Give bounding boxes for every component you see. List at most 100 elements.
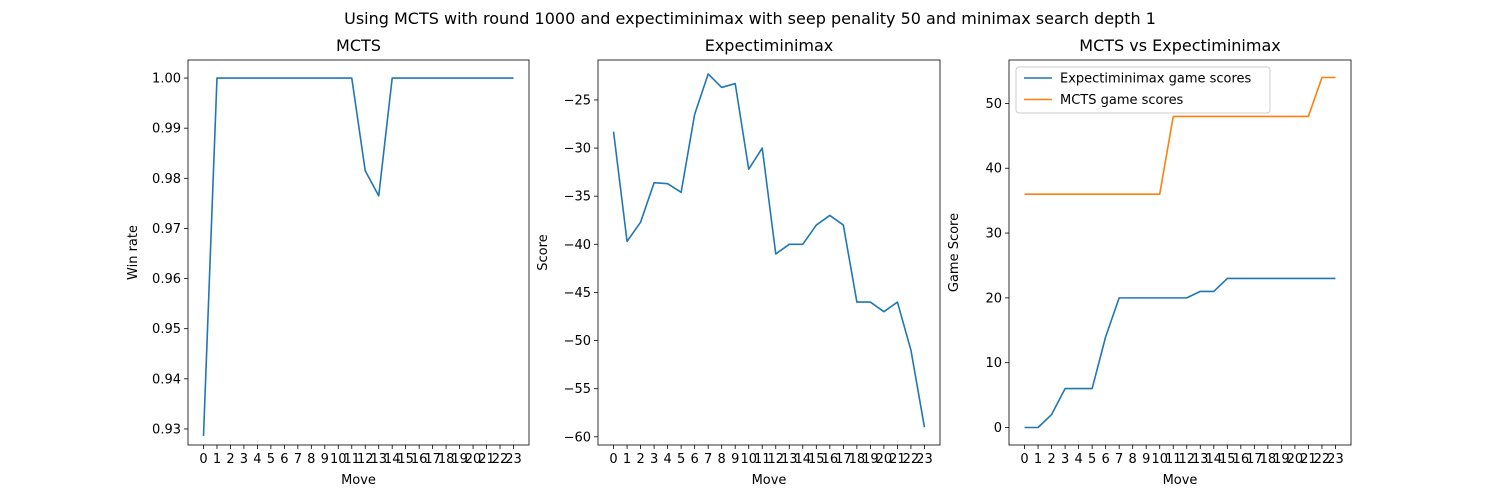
x-tick-label: 17 xyxy=(1246,452,1263,467)
expectiminimax-title: Expectiminimax xyxy=(705,36,834,55)
x-tick-label: 18 xyxy=(1260,452,1277,467)
x-tick-label: 13 xyxy=(781,452,798,467)
y-tick-label: 0.95 xyxy=(152,322,181,337)
x-tick-label: 6 xyxy=(1102,452,1110,467)
x-tick-label: 5 xyxy=(1088,452,1096,467)
x-tick-label: 13 xyxy=(1192,452,1209,467)
x-tick-label: 21 xyxy=(889,452,906,467)
x-tick-label: 19 xyxy=(451,452,468,467)
y-tick-label: −55 xyxy=(564,382,591,397)
x-tick-label: 4 xyxy=(1074,452,1082,467)
x-tick-label: 8 xyxy=(307,452,315,467)
x-tick-label: 7 xyxy=(1115,452,1123,467)
x-tick-label: 19 xyxy=(1273,452,1290,467)
y-tick-label: 0.97 xyxy=(152,222,181,237)
expectiminimax-plot-frame xyxy=(597,59,941,446)
x-tick-label: 20 xyxy=(465,452,482,467)
x-tick-label: 8 xyxy=(1129,452,1137,467)
x-tick-label: 1 xyxy=(623,452,631,467)
x-tick-label: 10 xyxy=(330,452,347,467)
mcts-title: MCTS xyxy=(336,36,381,55)
y-tick-label: 10 xyxy=(985,356,1002,371)
y-tick-label: −45 xyxy=(564,286,591,301)
y-tick-label: −25 xyxy=(564,93,591,108)
y-tick-label: −60 xyxy=(564,430,591,445)
x-tick-label: 11 xyxy=(1165,452,1182,467)
x-tick-label: 2 xyxy=(636,452,644,467)
y-tick-label: 0.98 xyxy=(152,172,181,187)
x-tick-label: 0 xyxy=(1020,452,1028,467)
x-tick-label: 17 xyxy=(424,452,441,467)
x-tick-label: 3 xyxy=(650,452,658,467)
x-tick-label: 15 xyxy=(1219,452,1236,467)
comparison-title: MCTS vs Expectiminimax xyxy=(1079,36,1280,55)
mcts-series-line xyxy=(202,77,514,437)
x-tick-label: 15 xyxy=(808,452,825,467)
x-tick-label: 0 xyxy=(199,452,207,467)
x-tick-label: 4 xyxy=(253,452,261,467)
x-tick-label: 15 xyxy=(397,452,414,467)
x-tick-label: 16 xyxy=(822,452,839,467)
x-tick-label: 7 xyxy=(294,452,302,467)
y-tick-label: 0.94 xyxy=(152,372,181,387)
comparison-y-axis-label: Game Score xyxy=(947,213,962,292)
x-tick-label: 2 xyxy=(226,452,234,467)
x-tick-label: 18 xyxy=(849,452,866,467)
legend-entry-label: Expectiminimax game scores xyxy=(1060,72,1252,87)
x-tick-label: 20 xyxy=(876,452,893,467)
x-tick-label: 14 xyxy=(795,452,812,467)
legend-box xyxy=(1015,66,1271,114)
comparison-plot-frame xyxy=(1008,59,1352,446)
x-tick-label: 14 xyxy=(1206,452,1223,467)
x-tick-label: 5 xyxy=(267,452,275,467)
y-tick-label: −30 xyxy=(564,142,591,157)
x-tick-label: 10 xyxy=(740,452,757,467)
x-tick-label: 6 xyxy=(280,452,288,467)
x-tick-label: 6 xyxy=(691,452,699,467)
x-tick-label: 1 xyxy=(1034,452,1042,467)
expectiminimax-y-axis-label: Score xyxy=(536,234,551,270)
x-tick-label: 21 xyxy=(1300,452,1317,467)
x-tick-label: 4 xyxy=(663,452,671,467)
legend-entry-label: MCTS game scores xyxy=(1060,93,1184,108)
x-tick-label: 9 xyxy=(321,452,329,467)
x-tick-label: 9 xyxy=(731,452,739,467)
comparison-x-axis-label: Move xyxy=(1163,473,1198,488)
y-tick-label: 0.96 xyxy=(152,272,181,287)
x-tick-label: 9 xyxy=(1142,452,1150,467)
x-tick-label: 21 xyxy=(478,452,495,467)
x-tick-label: 3 xyxy=(240,452,248,467)
y-tick-label: 20 xyxy=(985,291,1002,306)
x-tick-label: 22 xyxy=(903,452,920,467)
x-tick-label: 10 xyxy=(1151,452,1168,467)
x-tick-label: 2 xyxy=(1047,452,1055,467)
y-tick-label: −35 xyxy=(564,190,591,205)
y-tick-label: 0 xyxy=(994,421,1002,436)
x-tick-label: 19 xyxy=(862,452,879,467)
x-tick-label: 16 xyxy=(1233,452,1250,467)
y-tick-label: 0.93 xyxy=(152,422,181,437)
x-tick-label: 13 xyxy=(370,452,387,467)
x-tick-label: 23 xyxy=(1327,452,1344,467)
figure-title: Using MCTS with round 1000 and expectimi… xyxy=(344,9,1156,28)
y-tick-label: 0.99 xyxy=(152,122,181,137)
mcts-x-axis-label: Move xyxy=(341,473,376,488)
x-tick-label: 3 xyxy=(1061,452,1069,467)
y-tick-label: 1.00 xyxy=(152,72,181,87)
y-tick-label: 40 xyxy=(985,162,1002,177)
x-tick-label: 12 xyxy=(767,452,784,467)
x-tick-label: 23 xyxy=(916,452,933,467)
expectiminimax-series-line xyxy=(612,73,926,428)
x-tick-label: 11 xyxy=(343,452,360,467)
x-tick-label: 17 xyxy=(835,452,852,467)
mcts-y-axis-label: Win rate xyxy=(126,225,141,280)
x-tick-label: 5 xyxy=(677,452,685,467)
y-tick-label: 50 xyxy=(985,97,1002,112)
x-tick-label: 22 xyxy=(492,452,509,467)
x-tick-label: 1 xyxy=(213,452,221,467)
